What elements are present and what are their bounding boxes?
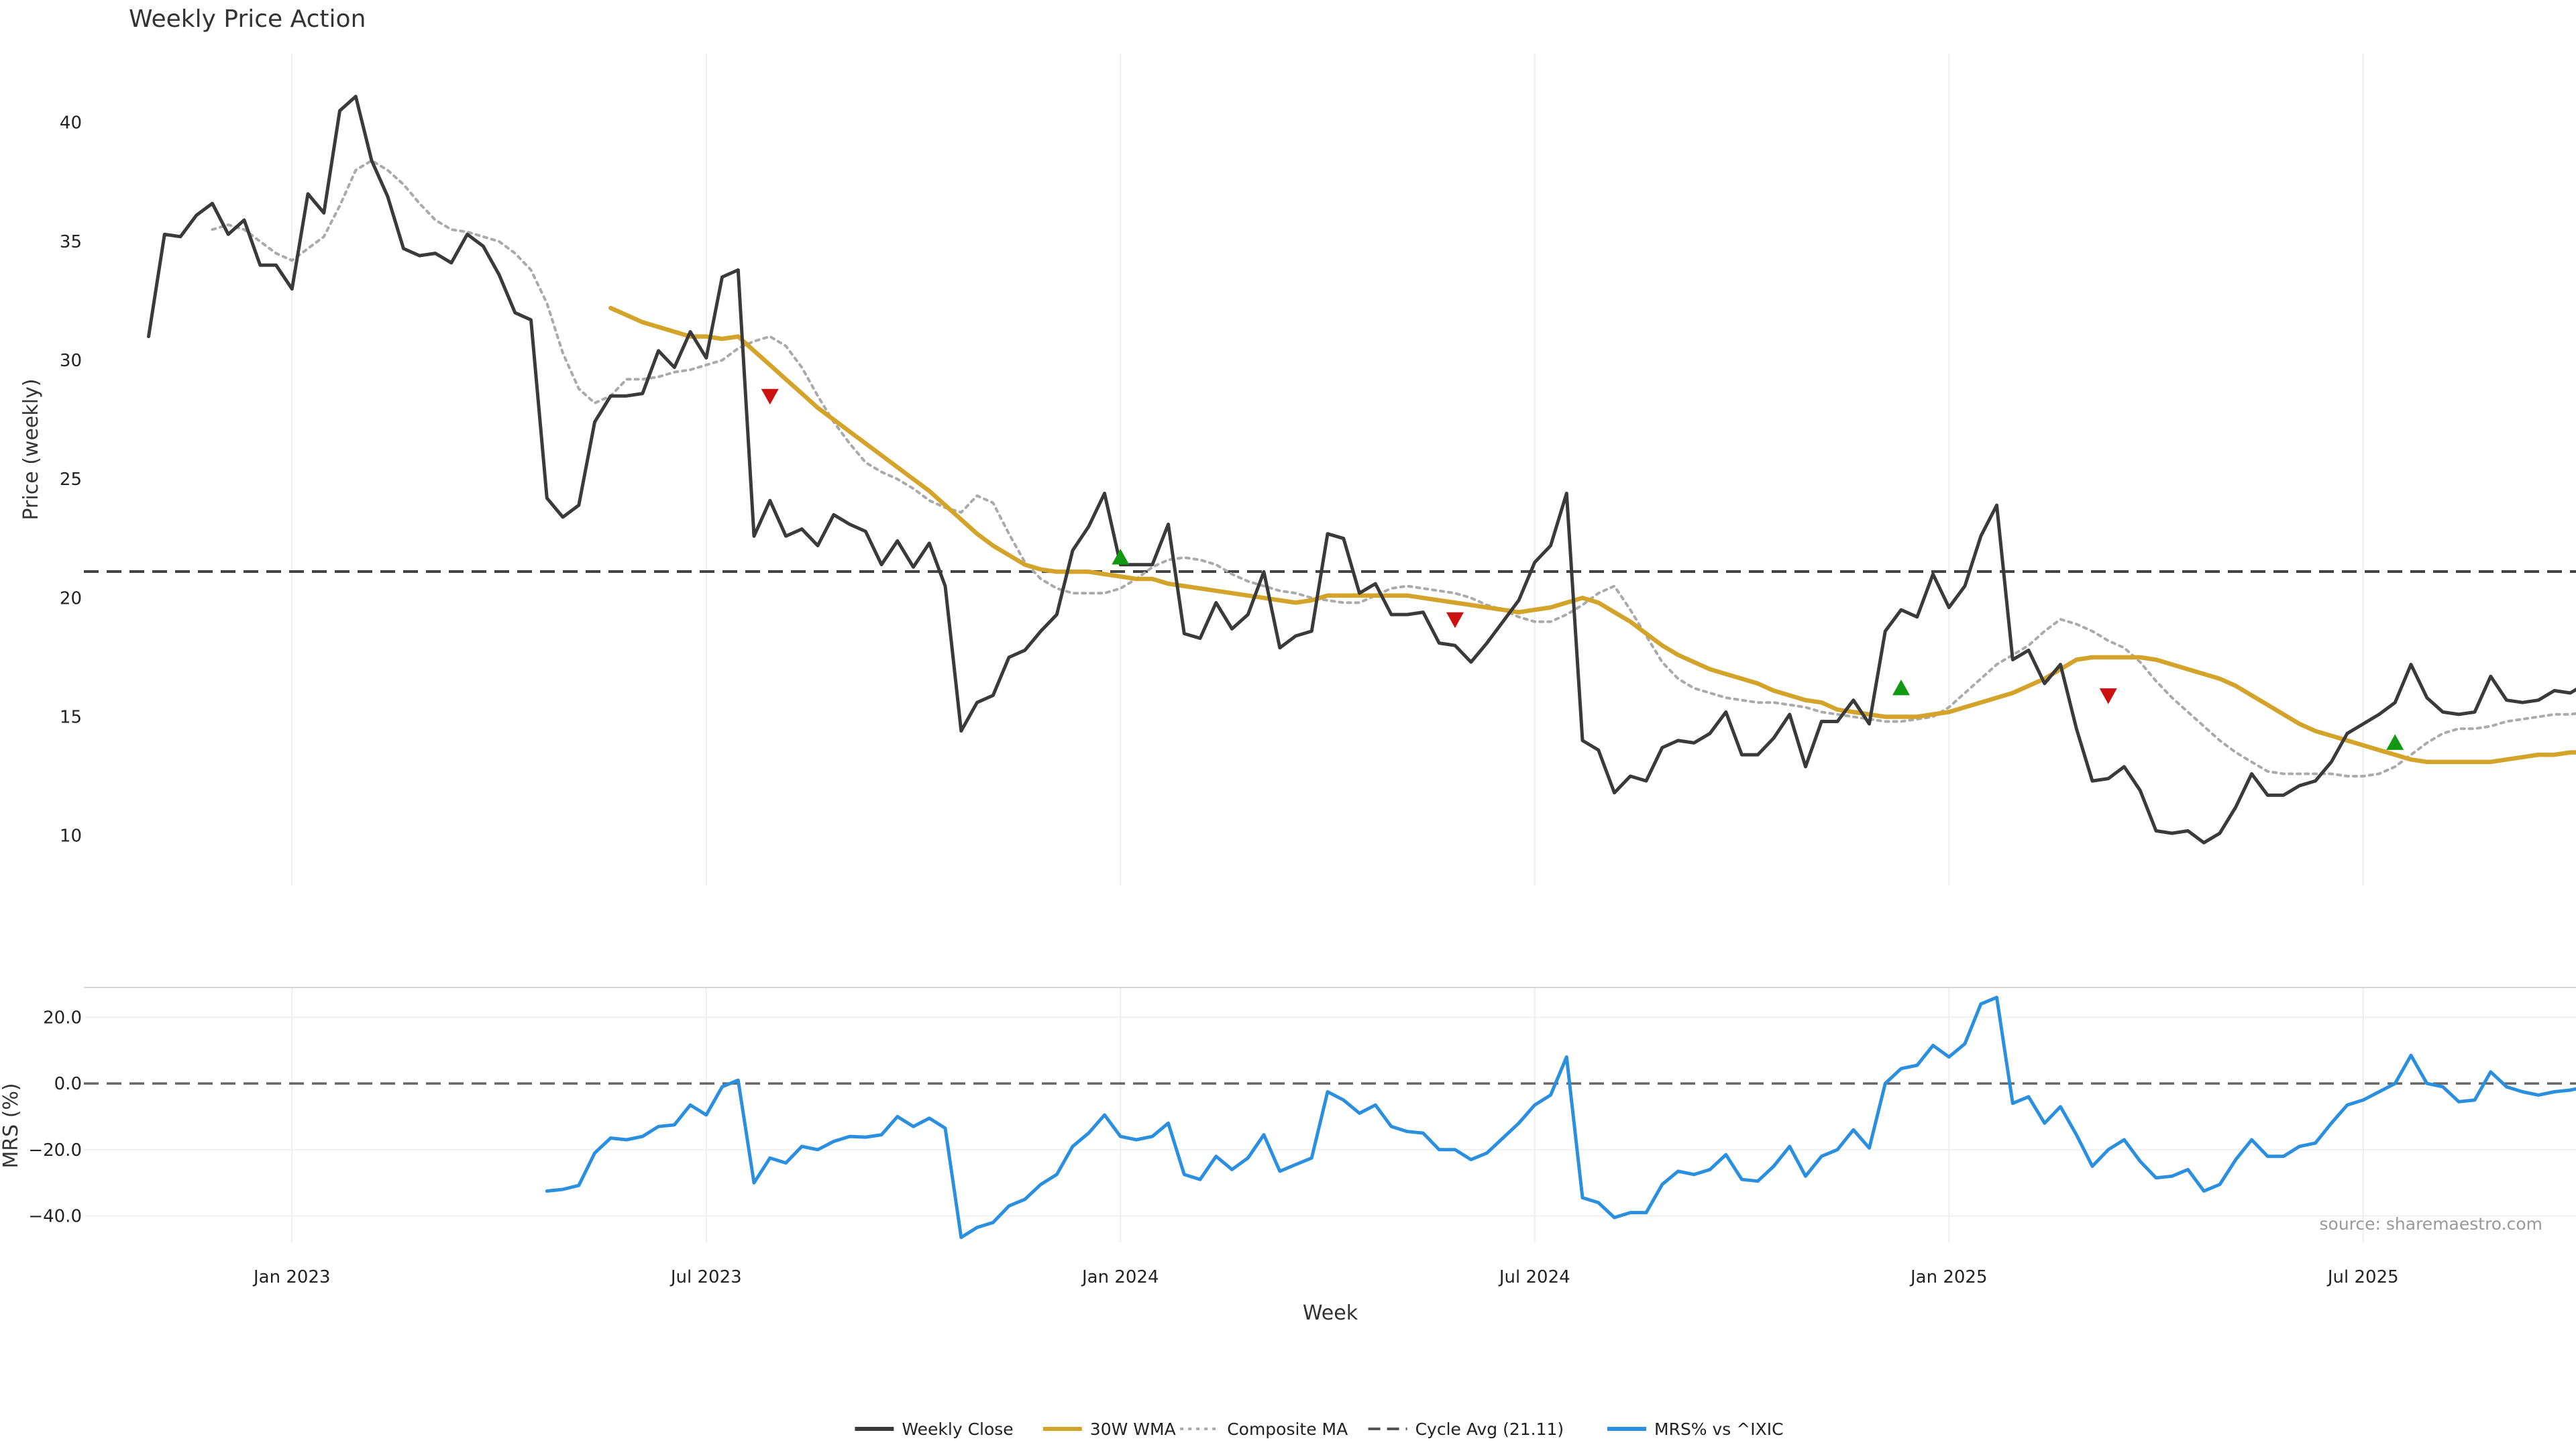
tick-labels: Jan 2023 Jul 2023 Jan 2024 Jul 2024 Jan 2025… [28, 113, 2398, 1287]
mrs-y-tick-label: −20.0 [28, 1140, 82, 1161]
mrs-y-tick-label: 20.0 [43, 1008, 82, 1028]
price-y-tick-label: 15 [60, 707, 82, 727]
mrs-line [545, 996, 2576, 1240]
grid-lines [84, 54, 2576, 1242]
x-tick-label: Jan 2025 [1909, 1267, 1988, 1287]
price-y-tick-label: 20 [60, 588, 82, 608]
mrs-y-tick-label: 0.0 [54, 1074, 82, 1094]
legend: Weekly Close 30W WMA Composite MA Cycle Avg… [855, 1419, 1784, 1439]
x-axis-label: Week [1303, 1301, 1358, 1325]
30w-wma-line [608, 305, 2576, 765]
price-y-axis-label: Price (weekly) [19, 378, 43, 520]
signal-markers [761, 388, 2404, 750]
price-y-tick-label: 35 [60, 232, 82, 252]
x-tick-label: Jan 2023 [252, 1267, 331, 1287]
x-tick-label: Jan 2024 [1081, 1267, 1159, 1287]
composite-ma-line [211, 159, 2576, 777]
chart-title: Weekly Price Action [129, 5, 366, 33]
sell-signal-marker [2099, 688, 2117, 704]
price-y-tick-label: 30 [60, 351, 82, 371]
x-tick-label: Jul 2023 [669, 1267, 742, 1287]
price-y-tick-label: 10 [60, 826, 82, 847]
sell-signal-marker [761, 388, 779, 405]
legend-label: Composite MA [1227, 1419, 1348, 1439]
buy-signal-marker [2386, 734, 2404, 750]
series-lines [147, 95, 2576, 1240]
sell-signal-marker [1446, 612, 1464, 629]
legend-label: 30W WMA [1090, 1419, 1176, 1439]
legend-label: Weekly Close [902, 1419, 1013, 1439]
source-note: source: sharemaestro.com [2320, 1214, 2543, 1234]
x-tick-label: Jul 2024 [1498, 1267, 1570, 1287]
x-tick-label: Jul 2025 [2326, 1267, 2399, 1287]
reference-lines [84, 570, 2576, 1085]
legend-label: Cycle Avg (21.11) [1415, 1419, 1564, 1439]
price-y-tick-label: 40 [60, 113, 82, 133]
buy-signal-marker [1892, 679, 1910, 696]
buy-signal-marker [1112, 549, 1130, 565]
weekly-close-line [147, 95, 2576, 845]
mrs-y-tick-label: −40.0 [28, 1207, 82, 1227]
legend-label: MRS% vs ^IXIC [1654, 1419, 1784, 1439]
mrs-y-axis-label: MRS (%) [0, 1083, 23, 1168]
price-y-tick-label: 25 [60, 470, 82, 490]
